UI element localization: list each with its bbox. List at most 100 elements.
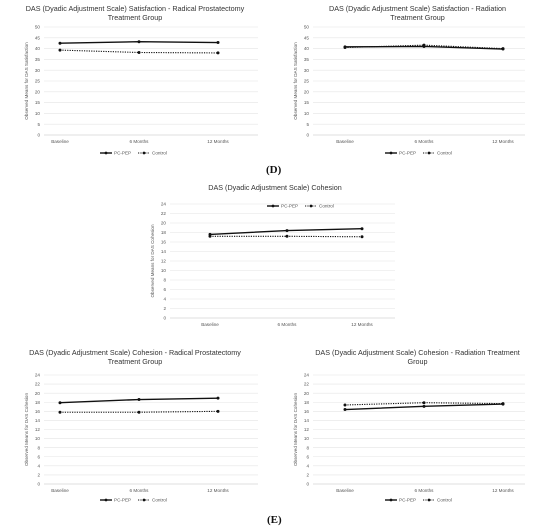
y-tick-label: 15 bbox=[35, 100, 41, 105]
y-tick-label: 50 bbox=[35, 25, 41, 30]
chart-title: DAS (Dyadic Adjustment Scale) Satisfacti… bbox=[25, 4, 245, 22]
y-tick-label: 0 bbox=[163, 316, 166, 321]
y-axis-label: Observed Means for DAS Satisfaction bbox=[293, 42, 298, 120]
y-tick-label: 30 bbox=[35, 68, 41, 73]
data-point-control bbox=[343, 46, 347, 50]
y-axis-label: Observed Means for DAS Cohesion bbox=[293, 393, 298, 466]
y-tick-label: 12 bbox=[35, 427, 41, 432]
y-tick-label: 22 bbox=[161, 211, 167, 216]
legend-marker-pc-pep bbox=[104, 151, 108, 155]
chart-das-satisfaction-radical-prostatectomy: DAS (Dyadic Adjustment Scale) Satisfacti… bbox=[0, 0, 270, 162]
y-tick-label: 35 bbox=[35, 57, 41, 62]
y-tick-label: 4 bbox=[306, 463, 309, 468]
y-tick-label: 15 bbox=[304, 100, 310, 105]
legend-label-control: Control bbox=[437, 498, 452, 503]
x-tick-label: 12 Months bbox=[492, 139, 514, 144]
legend-marker-control bbox=[142, 151, 146, 155]
y-tick-label: 8 bbox=[37, 445, 40, 450]
y-tick-label: 14 bbox=[161, 249, 167, 254]
data-point-control bbox=[360, 235, 364, 239]
y-tick-label: 4 bbox=[163, 297, 166, 302]
y-tick-label: 6 bbox=[163, 287, 166, 292]
legend-marker-pc-pep bbox=[389, 498, 393, 502]
x-tick-label: 12 Months bbox=[351, 322, 373, 327]
legend-label-control: Control bbox=[319, 204, 334, 209]
legend-label-control: Control bbox=[152, 498, 167, 503]
data-point-control bbox=[501, 402, 505, 406]
x-tick-label: 12 Months bbox=[207, 488, 229, 493]
y-tick-label: 25 bbox=[35, 79, 41, 84]
y-axis-label: Observed Means for DAS Cohesion bbox=[150, 224, 155, 297]
chart-title: DAS (Dyadic Adjustment Scale) Cohesion -… bbox=[315, 348, 520, 366]
y-tick-label: 45 bbox=[35, 35, 41, 40]
chart-das-cohesion-radical-prostatectomy: DAS (Dyadic Adjustment Scale) Cohesion -… bbox=[0, 342, 270, 507]
legend-label-pc-pep: PC-PEP bbox=[399, 151, 416, 156]
legend-label-control: Control bbox=[152, 151, 167, 156]
y-tick-label: 12 bbox=[161, 259, 167, 264]
data-point-control bbox=[343, 403, 347, 407]
y-tick-label: 4 bbox=[37, 463, 40, 468]
y-tick-label: 18 bbox=[161, 230, 167, 235]
y-tick-label: 0 bbox=[37, 133, 40, 138]
chart-plot: 0 5 10 15 20 25 30 35 40 45 50 Baseline 6 Months 12 M… bbox=[24, 25, 258, 156]
data-point-control bbox=[216, 409, 220, 413]
data-point-control bbox=[216, 51, 220, 55]
chart-das-satisfaction-radiation: DAS (Dyadic Adjustment Scale) Satisfacti… bbox=[285, 0, 550, 162]
y-tick-label: 10 bbox=[304, 111, 310, 116]
data-point-pc-pep bbox=[216, 396, 220, 400]
y-tick-label: 50 bbox=[304, 25, 310, 30]
y-tick-label: 18 bbox=[35, 400, 41, 405]
data-point-control bbox=[137, 410, 141, 414]
legend-marker-pc-pep bbox=[271, 204, 275, 208]
y-tick-label: 25 bbox=[304, 79, 310, 84]
data-point-control bbox=[285, 234, 289, 238]
y-tick-label: 24 bbox=[304, 373, 310, 378]
data-point-control bbox=[422, 401, 426, 405]
x-tick-label: Baseline bbox=[336, 488, 354, 493]
y-tick-label: 20 bbox=[304, 391, 310, 396]
legend-label-pc-pep: PC-PEP bbox=[114, 498, 131, 503]
y-tick-label: 10 bbox=[161, 268, 167, 273]
legend-marker-control bbox=[142, 498, 146, 502]
x-tick-label: 6 Months bbox=[415, 139, 435, 144]
y-tick-label: 22 bbox=[304, 382, 310, 387]
y-tick-label: 35 bbox=[304, 57, 310, 62]
panel-label-e: (E) bbox=[267, 514, 282, 526]
x-tick-label: 12 Months bbox=[492, 488, 514, 493]
y-tick-label: 40 bbox=[35, 46, 41, 51]
x-tick-label: 6 Months bbox=[278, 322, 298, 327]
x-tick-label: 6 Months bbox=[130, 488, 150, 493]
y-tick-label: 18 bbox=[304, 400, 310, 405]
y-tick-label: 2 bbox=[163, 306, 166, 311]
chart-das-cohesion-radiation: DAS (Dyadic Adjustment Scale) Cohesion -… bbox=[285, 342, 550, 507]
y-tick-label: 16 bbox=[35, 409, 41, 414]
y-tick-label: 20 bbox=[35, 391, 41, 396]
y-tick-label: 45 bbox=[304, 35, 310, 40]
y-tick-label: 10 bbox=[35, 111, 41, 116]
y-axis-label: Observed Means for DAS Satisfaction bbox=[24, 42, 29, 120]
y-tick-label: 20 bbox=[35, 89, 41, 94]
legend-marker-pc-pep bbox=[389, 151, 393, 155]
data-point-pc-pep bbox=[285, 229, 289, 233]
chart-title: DAS (Dyadic Adjustment Scale) Satisfacti… bbox=[329, 4, 506, 22]
legend-label-pc-pep: PC-PEP bbox=[281, 204, 298, 209]
data-point-pc-pep bbox=[58, 401, 62, 405]
y-tick-label: 16 bbox=[304, 409, 310, 414]
chart-plot: 0 5 10 15 20 25 30 35 40 45 50 Baseline 6 Months 12 M… bbox=[293, 25, 525, 156]
data-point-control bbox=[422, 43, 426, 47]
y-tick-label: 5 bbox=[306, 122, 309, 127]
data-point-control bbox=[501, 47, 505, 51]
y-axis-label: Observed Means for DAS Cohesion bbox=[24, 393, 29, 466]
y-tick-label: 8 bbox=[163, 278, 166, 283]
y-tick-label: 30 bbox=[304, 68, 310, 73]
y-tick-label: 6 bbox=[37, 454, 40, 459]
chart-title: DAS (Dyadic Adjustment Scale) Cohesion bbox=[208, 183, 342, 192]
legend-marker-control bbox=[309, 204, 313, 208]
y-tick-label: 2 bbox=[37, 473, 40, 478]
y-tick-label: 0 bbox=[306, 482, 309, 487]
x-tick-label: 12 Months bbox=[207, 139, 229, 144]
data-point-pc-pep bbox=[137, 40, 141, 44]
data-point-pc-pep bbox=[216, 41, 220, 45]
